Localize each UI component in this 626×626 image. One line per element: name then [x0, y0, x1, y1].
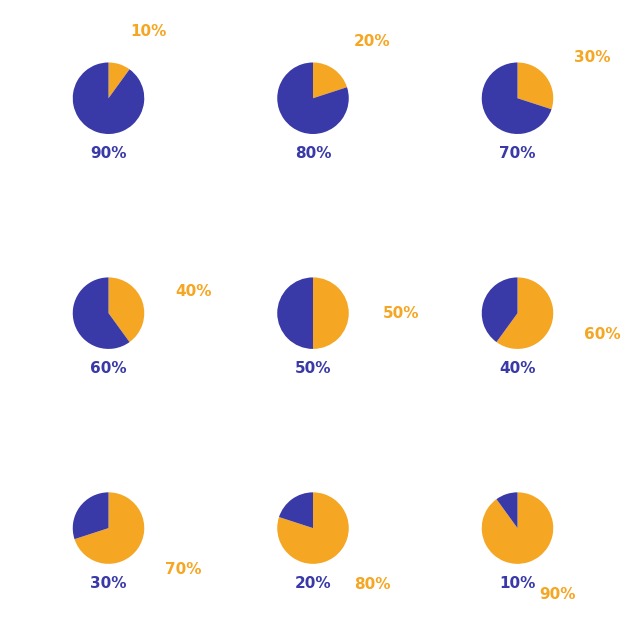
Text: 80%: 80% — [354, 577, 391, 592]
Text: 20%: 20% — [354, 34, 391, 49]
Wedge shape — [108, 277, 144, 342]
Wedge shape — [74, 492, 144, 564]
Text: 50%: 50% — [382, 305, 419, 321]
Wedge shape — [73, 492, 108, 539]
Text: 10%: 10% — [130, 24, 167, 39]
Text: 50%: 50% — [295, 361, 331, 376]
Wedge shape — [313, 277, 349, 349]
Wedge shape — [482, 63, 552, 134]
Text: 60%: 60% — [584, 327, 620, 342]
Text: 10%: 10% — [500, 576, 536, 591]
Text: 80%: 80% — [295, 146, 331, 161]
Text: 30%: 30% — [574, 49, 610, 64]
Text: 20%: 20% — [295, 576, 331, 591]
Wedge shape — [73, 277, 130, 349]
Text: 30%: 30% — [90, 576, 126, 591]
Wedge shape — [73, 63, 144, 134]
Wedge shape — [496, 277, 553, 349]
Wedge shape — [496, 492, 518, 528]
Text: 90%: 90% — [90, 146, 126, 161]
Text: 40%: 40% — [500, 361, 536, 376]
Text: 70%: 70% — [165, 562, 202, 577]
Wedge shape — [482, 492, 553, 564]
Text: 40%: 40% — [175, 284, 212, 299]
Wedge shape — [277, 63, 349, 134]
Wedge shape — [279, 492, 313, 528]
Text: 60%: 60% — [90, 361, 127, 376]
Text: 90%: 90% — [539, 587, 575, 602]
Wedge shape — [313, 63, 347, 98]
Wedge shape — [277, 277, 313, 349]
Wedge shape — [482, 277, 518, 342]
Wedge shape — [108, 63, 130, 98]
Text: 70%: 70% — [500, 146, 536, 161]
Wedge shape — [518, 63, 553, 110]
Wedge shape — [277, 492, 349, 564]
